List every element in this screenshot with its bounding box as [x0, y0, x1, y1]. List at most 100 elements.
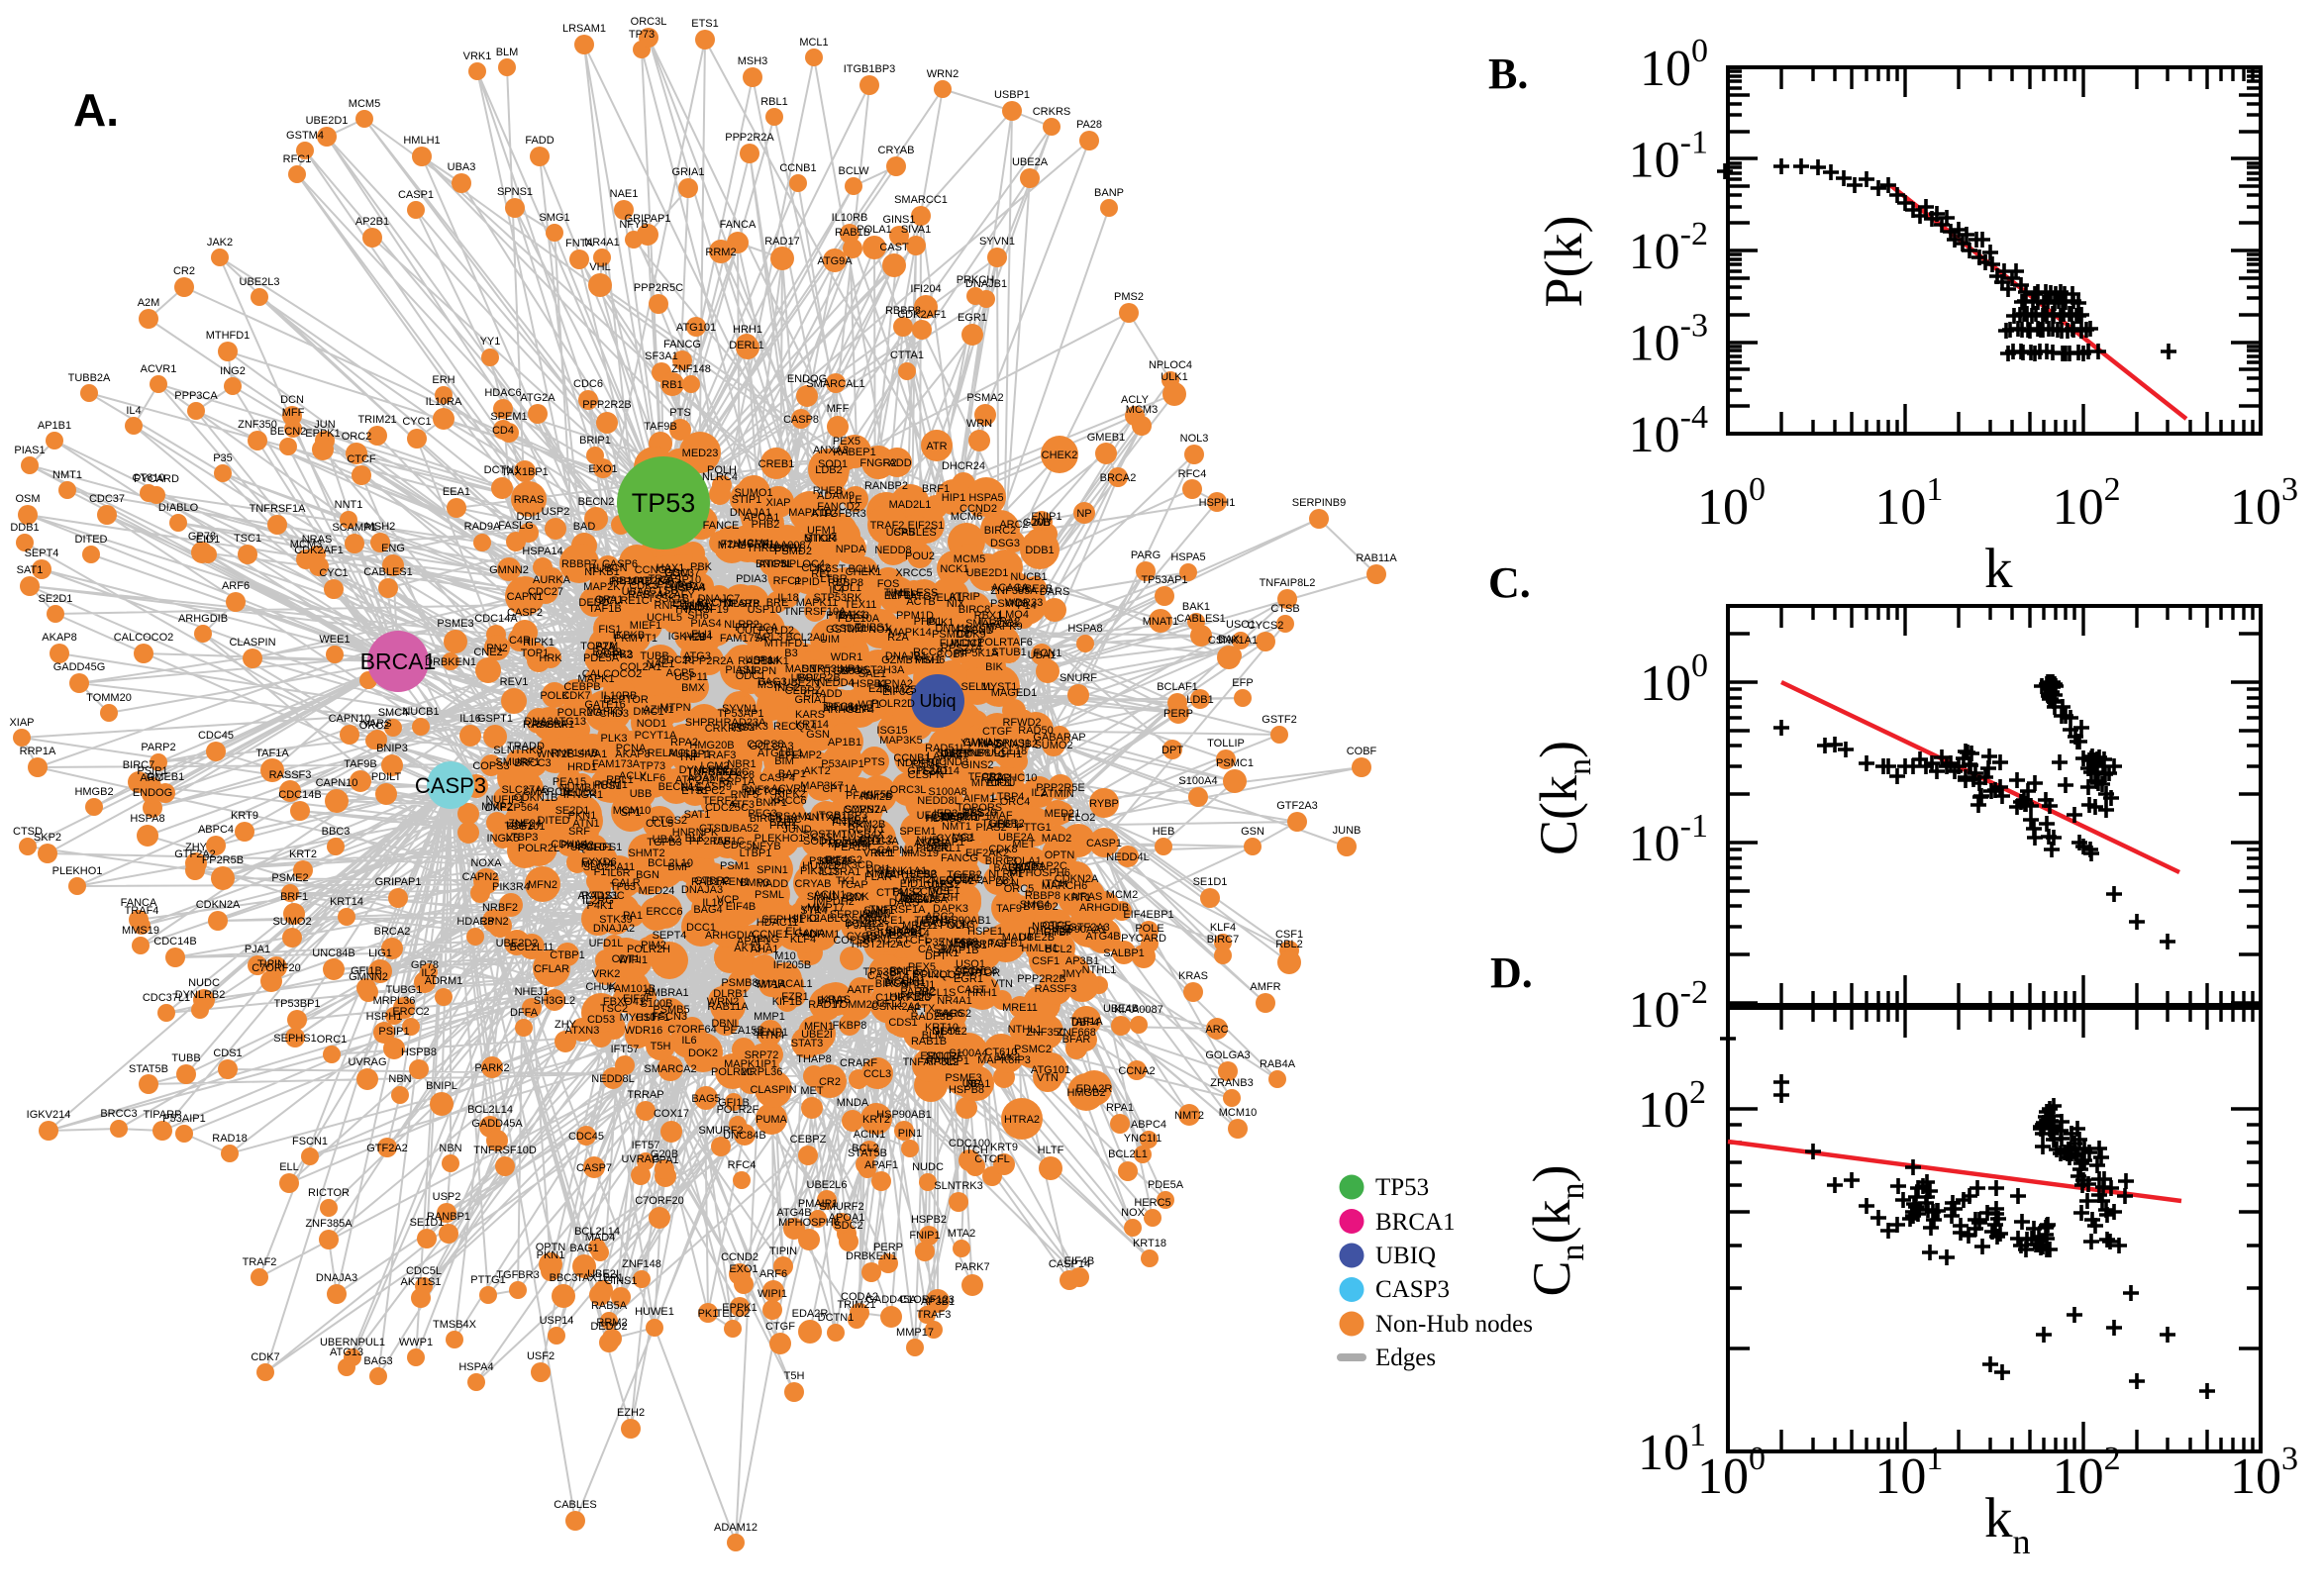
svg-text:UBE2A: UBE2A [1012, 156, 1049, 168]
svg-text:PIK3R4: PIK3R4 [492, 881, 530, 893]
svg-text:GFI1: GFI1 [998, 748, 1022, 760]
svg-text:SLC25A11: SLC25A11 [583, 861, 635, 873]
svg-text:PSMB5: PSMB5 [653, 1004, 689, 1016]
svg-text:ABPC4: ABPC4 [198, 824, 234, 836]
svg-text:USP14: USP14 [746, 654, 780, 666]
svg-text:PA1: PA1 [623, 910, 643, 922]
svg-text:G20B: G20B [1023, 517, 1051, 529]
svg-text:UBE4B: UBE4B [1103, 1003, 1139, 1015]
svg-text:PEX5: PEX5 [908, 961, 936, 973]
svg-text:PARC: PARC [896, 927, 926, 939]
svg-text:DSG3: DSG3 [990, 538, 1020, 549]
svg-text:CDC27: CDC27 [528, 586, 563, 598]
svg-text:STUB1: STUB1 [991, 647, 1026, 658]
svg-text:APOA1: APOA1 [744, 512, 780, 524]
svg-text:DCN: DCN [280, 394, 304, 406]
svg-text:UBE2I: UBE2I [587, 1268, 619, 1280]
svg-text:TRADD: TRADD [507, 741, 545, 752]
svg-text:CABLES: CABLES [554, 1499, 596, 1511]
svg-text:PPID: PPID [794, 576, 820, 588]
svg-text:EIF3J: EIF3J [987, 777, 1016, 789]
svg-text:PIN1: PIN1 [898, 1128, 922, 1140]
svg-text:ADAM12: ADAM12 [687, 772, 731, 784]
svg-text:BRCA2: BRCA2 [1100, 472, 1137, 484]
svg-text:CTSB: CTSB [1270, 603, 1299, 615]
svg-text:PSAP: PSAP [981, 772, 1010, 784]
svg-text:THAP8: THAP8 [796, 1053, 831, 1065]
svg-text:UBIQ: UBIQ [1375, 1243, 1436, 1269]
svg-text:BRIP1: BRIP1 [579, 435, 611, 447]
svg-text:REV1: REV1 [500, 676, 529, 688]
svg-text:EXO1: EXO1 [588, 463, 617, 475]
svg-text:OPA1: OPA1 [595, 594, 624, 606]
svg-text:ADRM1: ADRM1 [425, 975, 463, 987]
svg-text:MFF: MFF [827, 403, 850, 415]
svg-text:JMY: JMY [1031, 517, 1054, 529]
svg-text:IL2RG: IL2RG [582, 895, 614, 907]
svg-text:SKP2: SKP2 [34, 832, 61, 844]
svg-text:SAT1: SAT1 [17, 564, 44, 576]
svg-text:TGFBR3: TGFBR3 [496, 1269, 539, 1281]
svg-text:COPB2: COPB2 [595, 648, 632, 660]
svg-text:ARF6: ARF6 [222, 580, 250, 592]
svg-text:MARCH6: MARCH6 [1042, 880, 1087, 892]
svg-text:GSTM4: GSTM4 [826, 624, 863, 636]
svg-text:RYBP: RYBP [1089, 798, 1119, 810]
svg-text:MAPK9: MAPK9 [985, 621, 1022, 633]
svg-text:BBC3: BBC3 [322, 826, 351, 838]
svg-text:NHEJ1: NHEJ1 [515, 986, 550, 998]
svg-text:IFI205B: IFI205B [773, 959, 812, 971]
svg-text:AIFM1: AIFM1 [963, 793, 995, 805]
svg-text:BRCC3: BRCC3 [100, 1108, 137, 1120]
svg-text:RAD50: RAD50 [1018, 725, 1053, 737]
svg-text:CDC14B: CDC14B [278, 789, 321, 801]
svg-text:HRD1: HRD1 [567, 761, 597, 773]
svg-text:BAG1: BAG1 [569, 1243, 598, 1254]
svg-text:CASP3: CASP3 [1375, 1276, 1450, 1303]
svg-text:CSNK1A1: CSNK1A1 [1208, 635, 1258, 647]
svg-text:BCAP31: BCAP31 [884, 977, 926, 989]
svg-text:ZCCHC10: ZCCHC10 [987, 772, 1038, 784]
svg-text:CABLES1: CABLES1 [363, 566, 413, 578]
svg-text:SE2D1: SE2D1 [39, 593, 73, 605]
svg-text:HSPA5: HSPA5 [1170, 551, 1205, 563]
svg-text:BIRC7: BIRC7 [1207, 934, 1239, 946]
svg-text:CASP7: CASP7 [576, 1162, 612, 1174]
svg-text:ATG101: ATG101 [676, 322, 716, 334]
svg-text:IL10RB: IL10RB [601, 690, 638, 702]
svg-text:TELO2: TELO2 [716, 1308, 751, 1320]
svg-text:RNF2: RNF2 [890, 965, 919, 977]
svg-text:HSPH1: HSPH1 [1199, 497, 1236, 509]
svg-text:HEB: HEB [1153, 826, 1175, 838]
svg-text:AP1B1: AP1B1 [38, 420, 71, 432]
svg-text:CDC37L1: CDC37L1 [143, 992, 190, 1004]
svg-text:CHD3: CHD3 [599, 708, 629, 720]
svg-text:VTN: VTN [991, 978, 1013, 990]
svg-text:PSIP1: PSIP1 [378, 1026, 409, 1038]
svg-text:TRAF2: TRAF2 [243, 1256, 277, 1268]
svg-text:ORC4: ORC4 [1000, 796, 1031, 808]
svg-text:CCNB1: CCNB1 [893, 752, 930, 764]
svg-text:ATG9A: ATG9A [817, 255, 853, 267]
svg-text:IL4: IL4 [126, 405, 141, 417]
svg-text:B.: B. [1488, 50, 1528, 98]
svg-text:BCL2L14: BCL2L14 [467, 1104, 513, 1116]
svg-text:ITGB1BP3: ITGB1BP3 [844, 63, 896, 75]
svg-text:DCTN1: DCTN1 [484, 464, 521, 476]
svg-text:CCND2: CCND2 [721, 1251, 758, 1263]
svg-text:CYC1: CYC1 [402, 416, 431, 428]
svg-text:DKFZP564: DKFZP564 [485, 802, 539, 814]
svg-text:MTHFD1: MTHFD1 [206, 330, 251, 342]
svg-text:SLC27A6: SLC27A6 [501, 784, 548, 796]
svg-text:RFC2: RFC2 [697, 785, 726, 797]
svg-text:TAF9B: TAF9B [644, 421, 676, 433]
svg-text:APAF1: APAF1 [864, 1159, 898, 1171]
svg-text:TUBG1: TUBG1 [386, 984, 423, 996]
svg-text:SQSTM1: SQSTM1 [802, 829, 847, 841]
svg-text:KPNA2: KPNA2 [877, 678, 913, 690]
svg-text:EIF4B: EIF4B [726, 901, 757, 913]
svg-text:CT610: CT610 [132, 472, 164, 484]
svg-text:POLR2F: POLR2F [717, 1104, 759, 1116]
svg-text:COPS3: COPS3 [472, 760, 509, 772]
svg-text:SAT1: SAT1 [684, 809, 711, 821]
